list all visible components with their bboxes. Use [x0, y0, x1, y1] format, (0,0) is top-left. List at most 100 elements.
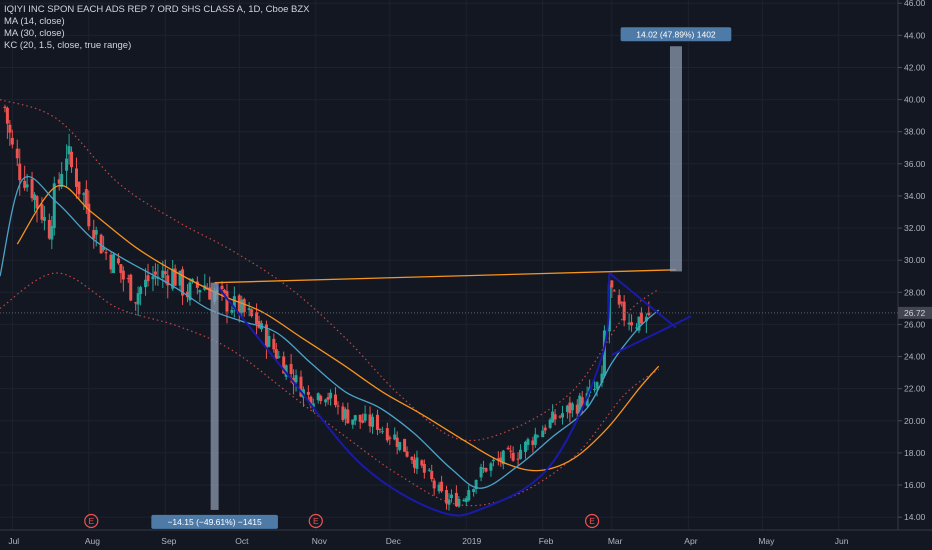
- candle-body: [548, 419, 552, 428]
- y-tick-label: 18.00: [904, 448, 926, 458]
- x-tick-label-feb: Feb: [539, 536, 554, 546]
- y-tick-label: 34.00: [904, 191, 926, 201]
- earnings-marker-text: E: [313, 516, 319, 526]
- earnings-marker-circle: [84, 513, 99, 529]
- candle-body: [457, 498, 461, 507]
- candle-body: [121, 270, 125, 280]
- candle-body: [610, 280, 614, 288]
- candle-body: [25, 184, 29, 188]
- measure-down-label-text: −14.15 (−49.61%) −1415: [167, 517, 262, 527]
- candle-body: [484, 467, 488, 472]
- candle-body: [23, 180, 27, 188]
- candle-body: [479, 466, 483, 478]
- candle-body: [523, 441, 527, 452]
- candle-body: [144, 279, 148, 288]
- earnings-marker: E: [308, 513, 323, 529]
- cup-pattern-curve: [213, 272, 611, 517]
- y-tick-label: 28.00: [904, 287, 926, 297]
- candle-body: [368, 414, 372, 427]
- candle-body: [519, 449, 523, 459]
- triangle-upper-line: [608, 272, 677, 329]
- measure-up-label-bg: [620, 27, 732, 42]
- y-tick-label: 38.00: [904, 127, 926, 137]
- candle-body: [82, 193, 86, 195]
- y-tick-label: 26.00: [904, 319, 926, 329]
- x-tick-label-jun: Jun: [835, 536, 849, 546]
- candle-body: [306, 391, 310, 395]
- measure-down-label: −14.15 (−49.61%) −1415: [151, 514, 278, 529]
- candle-body: [405, 451, 409, 457]
- candle-body: [185, 291, 189, 298]
- candle-body: [541, 430, 545, 438]
- candle-body: [346, 409, 350, 424]
- x-tick-label-aug: Aug: [85, 536, 100, 546]
- candle-body: [358, 414, 362, 422]
- candle-body: [195, 281, 199, 288]
- candle-body: [35, 196, 39, 209]
- candle-body: [161, 270, 165, 278]
- candle-body: [491, 459, 495, 462]
- x-tick-label-2019: 2019: [462, 536, 481, 546]
- candle-body: [506, 447, 510, 450]
- candle-body: [380, 431, 384, 433]
- candle-body: [166, 275, 170, 286]
- candle-body: [543, 427, 547, 431]
- candle-body: [403, 438, 407, 452]
- candle-body: [516, 458, 520, 460]
- candle-body: [467, 490, 471, 501]
- y-tick-label: 36.00: [904, 159, 926, 169]
- candle-body: [334, 394, 338, 406]
- candle-body: [578, 395, 582, 414]
- candle-body: [580, 397, 584, 408]
- candle-body: [8, 124, 12, 133]
- candle-body: [277, 356, 281, 358]
- candle-body: [208, 287, 212, 300]
- y-tick-label: 46.00: [904, 0, 926, 8]
- candle-body: [65, 158, 69, 171]
- candle-body: [371, 416, 375, 427]
- candle-body: [395, 437, 399, 447]
- candle-body: [449, 494, 453, 499]
- earnings-marker: E: [84, 513, 99, 529]
- last-price-label: 26.72: [904, 308, 926, 318]
- candle-body: [536, 435, 540, 437]
- candle-body: [326, 397, 330, 400]
- candle-body: [353, 415, 357, 421]
- candle-body: [454, 492, 458, 507]
- candle-body: [464, 498, 468, 502]
- candle-body: [240, 299, 244, 313]
- candle-body: [70, 151, 74, 168]
- candle-body: [526, 439, 530, 445]
- candle-body: [634, 327, 638, 329]
- kc-lower-band: [0, 272, 660, 507]
- candle-body: [474, 479, 478, 490]
- candle-body: [388, 437, 392, 439]
- candle-body: [551, 411, 555, 423]
- chart-legend: IQIYI INC SPON EACH ADS REP 7 ORD SHS CL…: [4, 4, 310, 52]
- candle-body: [284, 365, 288, 377]
- candle-body: [102, 247, 106, 250]
- candle-body: [553, 414, 557, 420]
- ma14-legend: MA (14, close): [4, 16, 65, 27]
- candle-body: [52, 183, 56, 229]
- earnings-marker: E: [584, 513, 600, 529]
- candle-body: [462, 500, 466, 502]
- candle-body: [60, 173, 64, 187]
- candle-body: [316, 393, 320, 401]
- measure-up-label-text: 14.02 (47.89%) 1402: [636, 29, 716, 39]
- y-tick-label: 30.00: [904, 255, 926, 265]
- candle-body: [412, 459, 416, 468]
- candle-body: [163, 271, 167, 275]
- candle-body: [289, 363, 293, 375]
- candle-body: [30, 178, 34, 199]
- candle-body: [329, 392, 333, 399]
- candle-body: [533, 434, 537, 445]
- candle-body: [40, 204, 44, 220]
- candle-body: [351, 419, 355, 425]
- candle-body: [489, 463, 493, 471]
- candle-body: [5, 107, 9, 124]
- x-tick-label-may: May: [758, 536, 775, 546]
- candle-body: [92, 230, 96, 239]
- earnings-marker-circle: [584, 513, 600, 529]
